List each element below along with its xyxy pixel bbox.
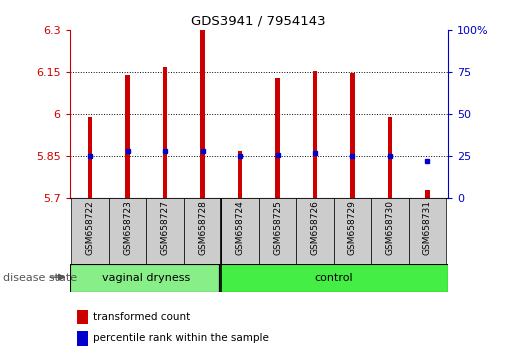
Bar <box>388 117 392 198</box>
Bar <box>125 75 130 198</box>
Bar <box>296 198 334 264</box>
Bar <box>276 78 280 198</box>
Text: transformed count: transformed count <box>93 312 191 322</box>
Bar <box>88 117 92 198</box>
Text: GSM658729: GSM658729 <box>348 200 357 255</box>
Bar <box>200 30 205 198</box>
Text: control: control <box>315 273 353 283</box>
Bar <box>70 264 219 292</box>
Bar <box>334 198 371 264</box>
Text: GSM658726: GSM658726 <box>311 200 319 255</box>
Bar <box>72 198 109 264</box>
Text: vaginal dryness: vaginal dryness <box>102 273 191 283</box>
Text: GSM658731: GSM658731 <box>423 200 432 255</box>
Bar <box>238 150 242 198</box>
Text: percentile rank within the sample: percentile rank within the sample <box>93 333 269 343</box>
Text: GSM658724: GSM658724 <box>235 200 245 255</box>
Title: GDS3941 / 7954143: GDS3941 / 7954143 <box>192 15 326 28</box>
Bar <box>77 331 88 346</box>
Bar <box>77 309 88 324</box>
Text: GSM658725: GSM658725 <box>273 200 282 255</box>
Bar <box>184 198 221 264</box>
Bar <box>219 264 448 292</box>
Bar <box>371 198 409 264</box>
Bar <box>146 198 184 264</box>
Bar <box>259 198 296 264</box>
Bar <box>221 198 259 264</box>
Bar <box>313 71 317 198</box>
Text: GSM658727: GSM658727 <box>161 200 169 255</box>
Bar <box>109 198 146 264</box>
Bar <box>350 73 355 198</box>
Text: GSM658728: GSM658728 <box>198 200 207 255</box>
Bar <box>425 190 430 198</box>
Bar <box>163 67 167 198</box>
Text: GSM658723: GSM658723 <box>123 200 132 255</box>
Text: GSM658730: GSM658730 <box>385 200 394 255</box>
Text: GSM658722: GSM658722 <box>85 200 95 255</box>
Bar <box>409 198 446 264</box>
Text: disease state: disease state <box>3 273 77 283</box>
